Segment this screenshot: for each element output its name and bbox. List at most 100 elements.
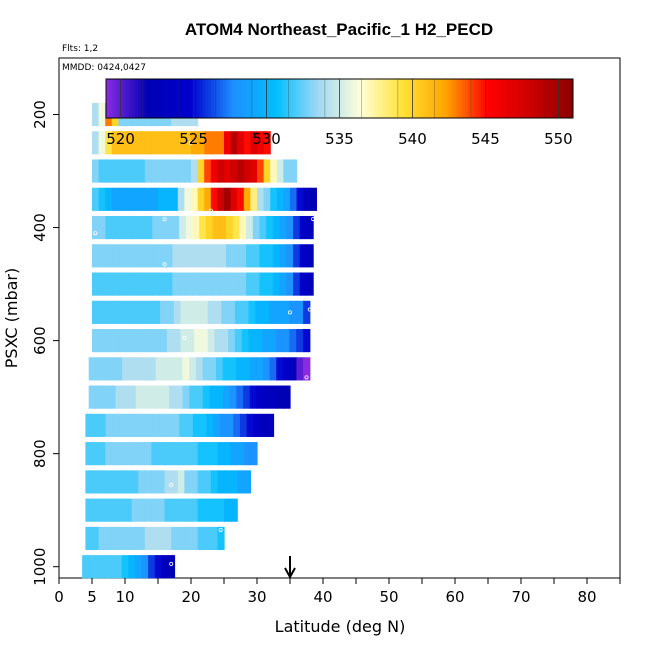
heatmap-cell xyxy=(131,442,139,466)
heatmap-cell xyxy=(256,357,264,381)
heatmap-cell xyxy=(169,385,177,409)
heatmap-cell xyxy=(145,413,154,437)
colorbar-swatch xyxy=(205,79,209,118)
colorbar-swatch xyxy=(292,79,297,118)
heatmap-cell xyxy=(226,413,234,437)
heatmap-cell xyxy=(219,244,227,268)
x-tick-label: 80 xyxy=(577,588,596,606)
heatmap-cell xyxy=(252,272,261,296)
colorbar-swatch xyxy=(351,79,355,118)
heatmap-cell xyxy=(105,413,113,437)
heatmap-cell xyxy=(115,555,123,579)
heatmap-cell xyxy=(302,300,311,324)
heatmap-cell xyxy=(102,385,110,409)
colorbar-swatch xyxy=(394,79,399,118)
colorbar-tick-label: 550 xyxy=(544,130,573,148)
heatmap-cell xyxy=(276,187,284,211)
colorbar-swatch xyxy=(453,79,457,118)
heatmap-cell xyxy=(250,442,258,466)
heatmap-cell xyxy=(105,159,113,183)
colorbar-swatch xyxy=(365,79,370,118)
heatmap-cell xyxy=(131,498,139,522)
heatmap-cell xyxy=(268,300,277,324)
data-point-marker xyxy=(188,140,193,145)
heatmap-cell xyxy=(224,187,232,211)
heatmap-cell xyxy=(228,329,236,353)
colorbar-swatch xyxy=(476,79,481,118)
heatmap-cell xyxy=(128,385,137,409)
heatmap-cell xyxy=(239,215,247,240)
heatmap-cell xyxy=(118,498,126,522)
heatmap-cell xyxy=(212,272,220,296)
heatmap-cell xyxy=(192,215,200,240)
heatmap-cell xyxy=(207,300,216,324)
colorbar-swatch xyxy=(567,79,571,118)
heatmap-cell xyxy=(139,300,148,324)
colorbar-tick-label: 530 xyxy=(252,130,281,148)
heatmap-cell xyxy=(246,244,254,268)
colorbar-swatch xyxy=(546,79,551,118)
heatmap-cell xyxy=(92,329,100,353)
heatmap-cell xyxy=(309,187,317,211)
heatmap-cell xyxy=(171,159,179,183)
colorbar-swatch xyxy=(508,79,513,118)
heatmap-cell xyxy=(204,470,212,494)
colorbar-swatch xyxy=(491,79,495,118)
colorbar-swatch xyxy=(216,79,221,118)
heatmap-cell xyxy=(98,442,106,466)
colorbar-swatch xyxy=(126,79,130,118)
data-point-marker xyxy=(304,375,309,380)
heatmap-cell xyxy=(102,357,110,381)
colorbar-swatch xyxy=(450,79,454,118)
colorbar-swatch xyxy=(459,79,463,118)
heatmap-cell xyxy=(115,357,123,381)
colorbar-swatch xyxy=(380,79,384,118)
data-point-marker xyxy=(218,527,223,532)
heatmap-cell xyxy=(199,413,207,437)
colorbar-swatch xyxy=(199,79,203,118)
heatmap-cell xyxy=(191,470,199,494)
heatmap-cell xyxy=(296,187,304,211)
heatmap-cell xyxy=(286,244,294,268)
heatmap-cell xyxy=(257,159,265,183)
colorbar-swatch xyxy=(371,79,376,118)
colorbar-swatch xyxy=(465,79,469,118)
heatmap-cell xyxy=(206,413,214,437)
heatmap-cell xyxy=(191,442,199,466)
heatmap-cell xyxy=(111,131,119,155)
heatmap-cell xyxy=(239,413,248,437)
colorbar-swatch xyxy=(403,79,408,118)
x-tick-label: 40 xyxy=(313,588,332,606)
colorbar-swatch xyxy=(368,79,373,118)
heatmap-cell xyxy=(276,159,284,183)
colorbar-swatch xyxy=(462,79,466,118)
data-point-marker xyxy=(169,561,174,566)
colorbar-swatch xyxy=(275,79,279,118)
colorbar-swatch xyxy=(324,79,329,118)
colorbar-swatch xyxy=(132,79,136,118)
heatmap-cell xyxy=(259,215,267,240)
colorbar-swatch xyxy=(570,79,574,118)
colorbar-swatch xyxy=(164,79,168,118)
heatmap-cell xyxy=(112,244,120,268)
heatmap-cell xyxy=(128,357,137,381)
heatmap-cell xyxy=(204,187,212,211)
data-point-marker xyxy=(182,335,187,340)
heatmap-cell xyxy=(149,357,157,381)
heatmap-cell xyxy=(118,187,126,211)
heatmap-cell xyxy=(275,300,284,324)
data-point-marker xyxy=(241,154,246,159)
colorbar-tick-label: 525 xyxy=(179,130,208,148)
colorbar-swatch xyxy=(173,79,177,118)
heatmap-cell xyxy=(98,498,106,522)
colorbar-swatch xyxy=(143,79,148,118)
heatmap-cell xyxy=(92,159,100,183)
heatmap-cell xyxy=(184,442,192,466)
heatmap-cell xyxy=(199,272,207,296)
data-point-marker xyxy=(287,310,292,315)
heatmap-cell xyxy=(173,329,182,353)
heatmap-cell xyxy=(111,187,119,211)
colorbar-swatch xyxy=(254,79,259,118)
heatmap-cell xyxy=(279,244,287,268)
colorbar-swatch xyxy=(327,79,332,118)
